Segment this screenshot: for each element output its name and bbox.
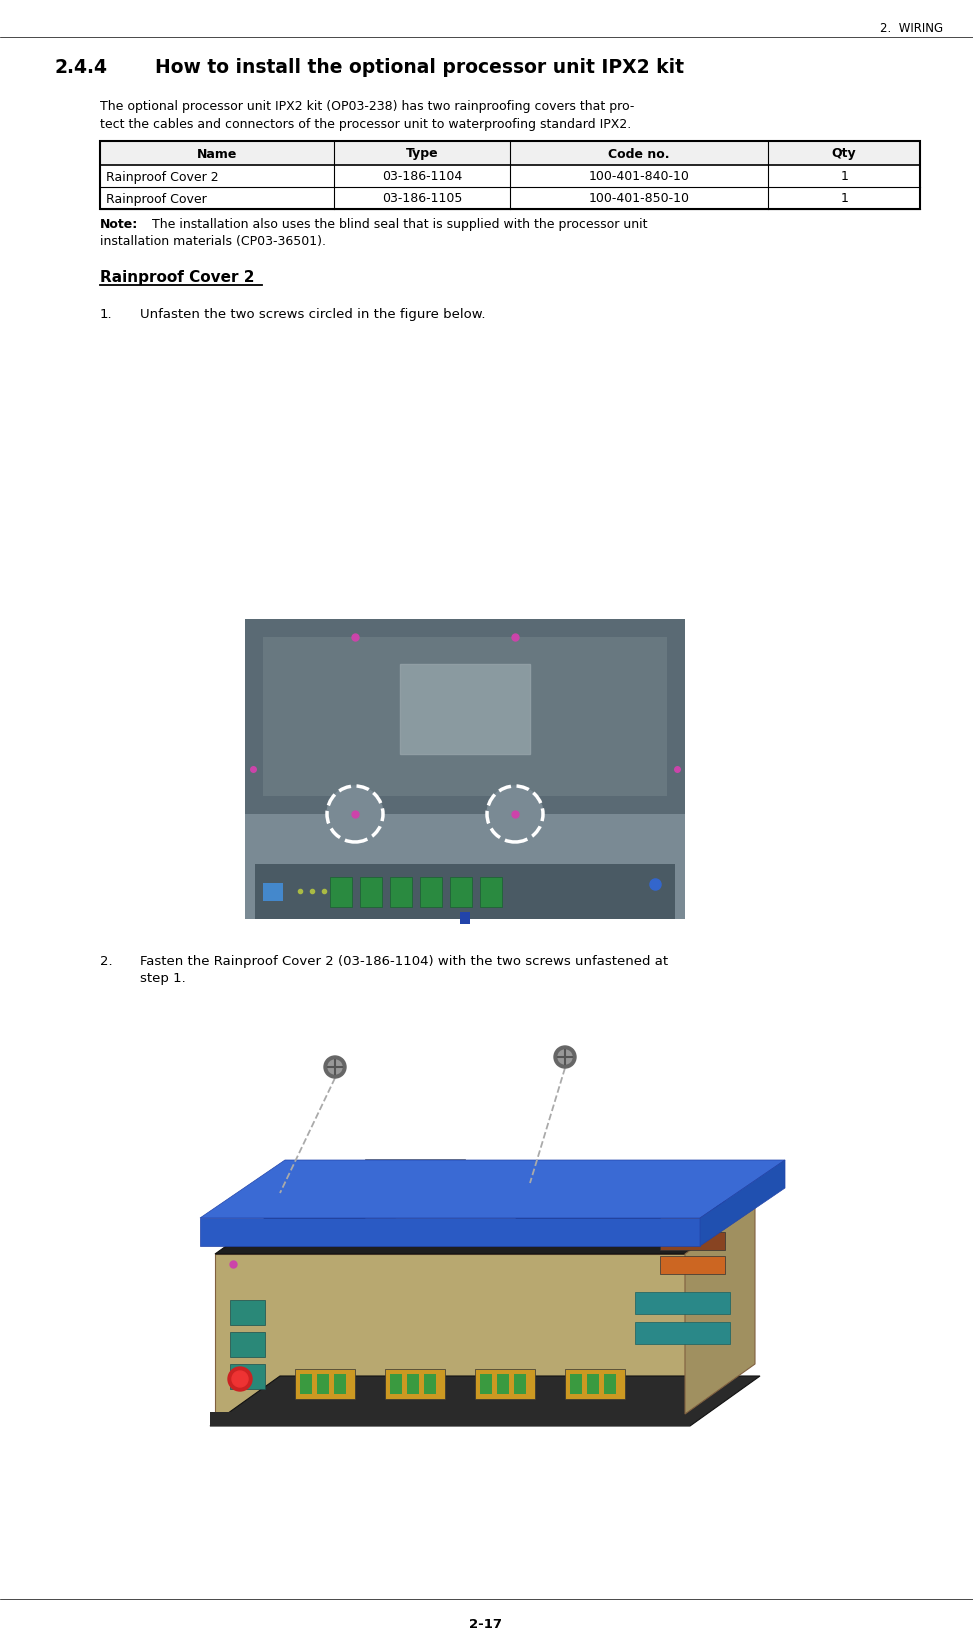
Circle shape (228, 1367, 252, 1392)
Bar (263, 638, 667, 797)
Text: How to install the optional processor unit IPX2 kit: How to install the optional processor un… (155, 57, 684, 77)
Circle shape (328, 1060, 342, 1074)
Text: 100-401-850-10: 100-401-850-10 (589, 192, 690, 205)
Polygon shape (200, 1218, 700, 1246)
Text: tect the cables and connectors of the processor unit to waterproofing standard I: tect the cables and connectors of the pr… (100, 118, 631, 131)
Text: Name: Name (197, 148, 237, 161)
Text: Qty: Qty (832, 148, 856, 161)
Text: 03-186-1104: 03-186-1104 (381, 170, 462, 184)
Bar (100, 143, 920, 166)
Text: Rainproof Cover 2: Rainproof Cover 2 (100, 270, 255, 285)
Bar (360, 877, 382, 908)
Text: Note:: Note: (100, 218, 138, 231)
Text: 2.: 2. (100, 954, 113, 967)
Bar (330, 877, 352, 908)
Bar (480, 1373, 492, 1395)
Bar (390, 877, 412, 908)
Bar (395, 1164, 515, 1239)
Circle shape (558, 1051, 572, 1064)
Polygon shape (215, 1205, 755, 1254)
Polygon shape (215, 1254, 685, 1414)
Text: 100-401-840-10: 100-401-840-10 (589, 170, 690, 184)
Text: Code no.: Code no. (608, 148, 669, 161)
Text: Rainproof Cover 2: Rainproof Cover 2 (106, 170, 219, 184)
Text: 1.: 1. (100, 308, 113, 321)
Bar (635, 1292, 730, 1314)
Bar (475, 1369, 535, 1400)
Bar (407, 1373, 419, 1395)
Text: 1: 1 (841, 170, 848, 184)
Bar (514, 1373, 526, 1395)
Text: The installation also uses the blind seal that is supplied with the processor un: The installation also uses the blind sea… (148, 218, 647, 231)
Bar (230, 1333, 265, 1357)
Bar (660, 1233, 725, 1251)
Bar (317, 1373, 329, 1395)
Bar (385, 1369, 445, 1400)
Bar (390, 1373, 402, 1395)
Polygon shape (700, 1160, 785, 1246)
Bar (497, 1373, 509, 1395)
Circle shape (327, 787, 383, 842)
Polygon shape (200, 1160, 785, 1218)
Text: 03-186-1105: 03-186-1105 (381, 192, 462, 205)
Bar (570, 1373, 582, 1395)
Bar (460, 913, 470, 924)
Bar (420, 877, 442, 908)
Bar (230, 1300, 265, 1326)
Bar (300, 1373, 312, 1395)
Bar (400, 664, 530, 754)
Bar (450, 877, 472, 908)
Text: Type: Type (406, 148, 438, 161)
Text: Rainproof Cover: Rainproof Cover (106, 192, 206, 205)
Polygon shape (685, 1205, 755, 1414)
Bar (480, 877, 502, 908)
Circle shape (324, 1057, 346, 1078)
Bar (170, 1029, 790, 1469)
Bar (255, 864, 675, 919)
Polygon shape (210, 1377, 760, 1426)
Bar (210, 1413, 690, 1426)
Circle shape (554, 1046, 576, 1069)
Bar (334, 1373, 346, 1395)
Text: 1: 1 (841, 192, 848, 205)
Text: The optional processor unit IPX2 kit (OP03-238) has two rainproofing covers that: The optional processor unit IPX2 kit (OP… (100, 100, 634, 113)
Bar (635, 1323, 730, 1344)
Bar (660, 1208, 725, 1226)
Text: installation materials (CP03-36501).: installation materials (CP03-36501). (100, 234, 326, 247)
Bar (660, 1185, 725, 1203)
Text: 2.  WIRING: 2. WIRING (880, 21, 943, 34)
Bar (424, 1373, 436, 1395)
Text: 2.4.4: 2.4.4 (55, 57, 108, 77)
Bar (245, 620, 685, 815)
Bar (365, 1159, 465, 1219)
Circle shape (232, 1372, 248, 1387)
Bar (660, 1255, 725, 1274)
Text: Fasten the Rainproof Cover 2 (03-186-1104) with the two screws unfastened at: Fasten the Rainproof Cover 2 (03-186-110… (140, 954, 668, 967)
Bar (604, 1373, 616, 1395)
Text: 2-17: 2-17 (470, 1618, 502, 1631)
Circle shape (487, 787, 543, 842)
Bar (230, 1364, 265, 1390)
Bar (263, 883, 283, 901)
Bar (245, 620, 685, 919)
Bar (100, 143, 920, 210)
Bar (565, 1369, 625, 1400)
Bar (587, 1373, 599, 1395)
Text: Unfasten the two screws circled in the figure below.: Unfasten the two screws circled in the f… (140, 308, 486, 321)
Text: step 1.: step 1. (140, 972, 186, 985)
Bar (295, 1369, 355, 1400)
